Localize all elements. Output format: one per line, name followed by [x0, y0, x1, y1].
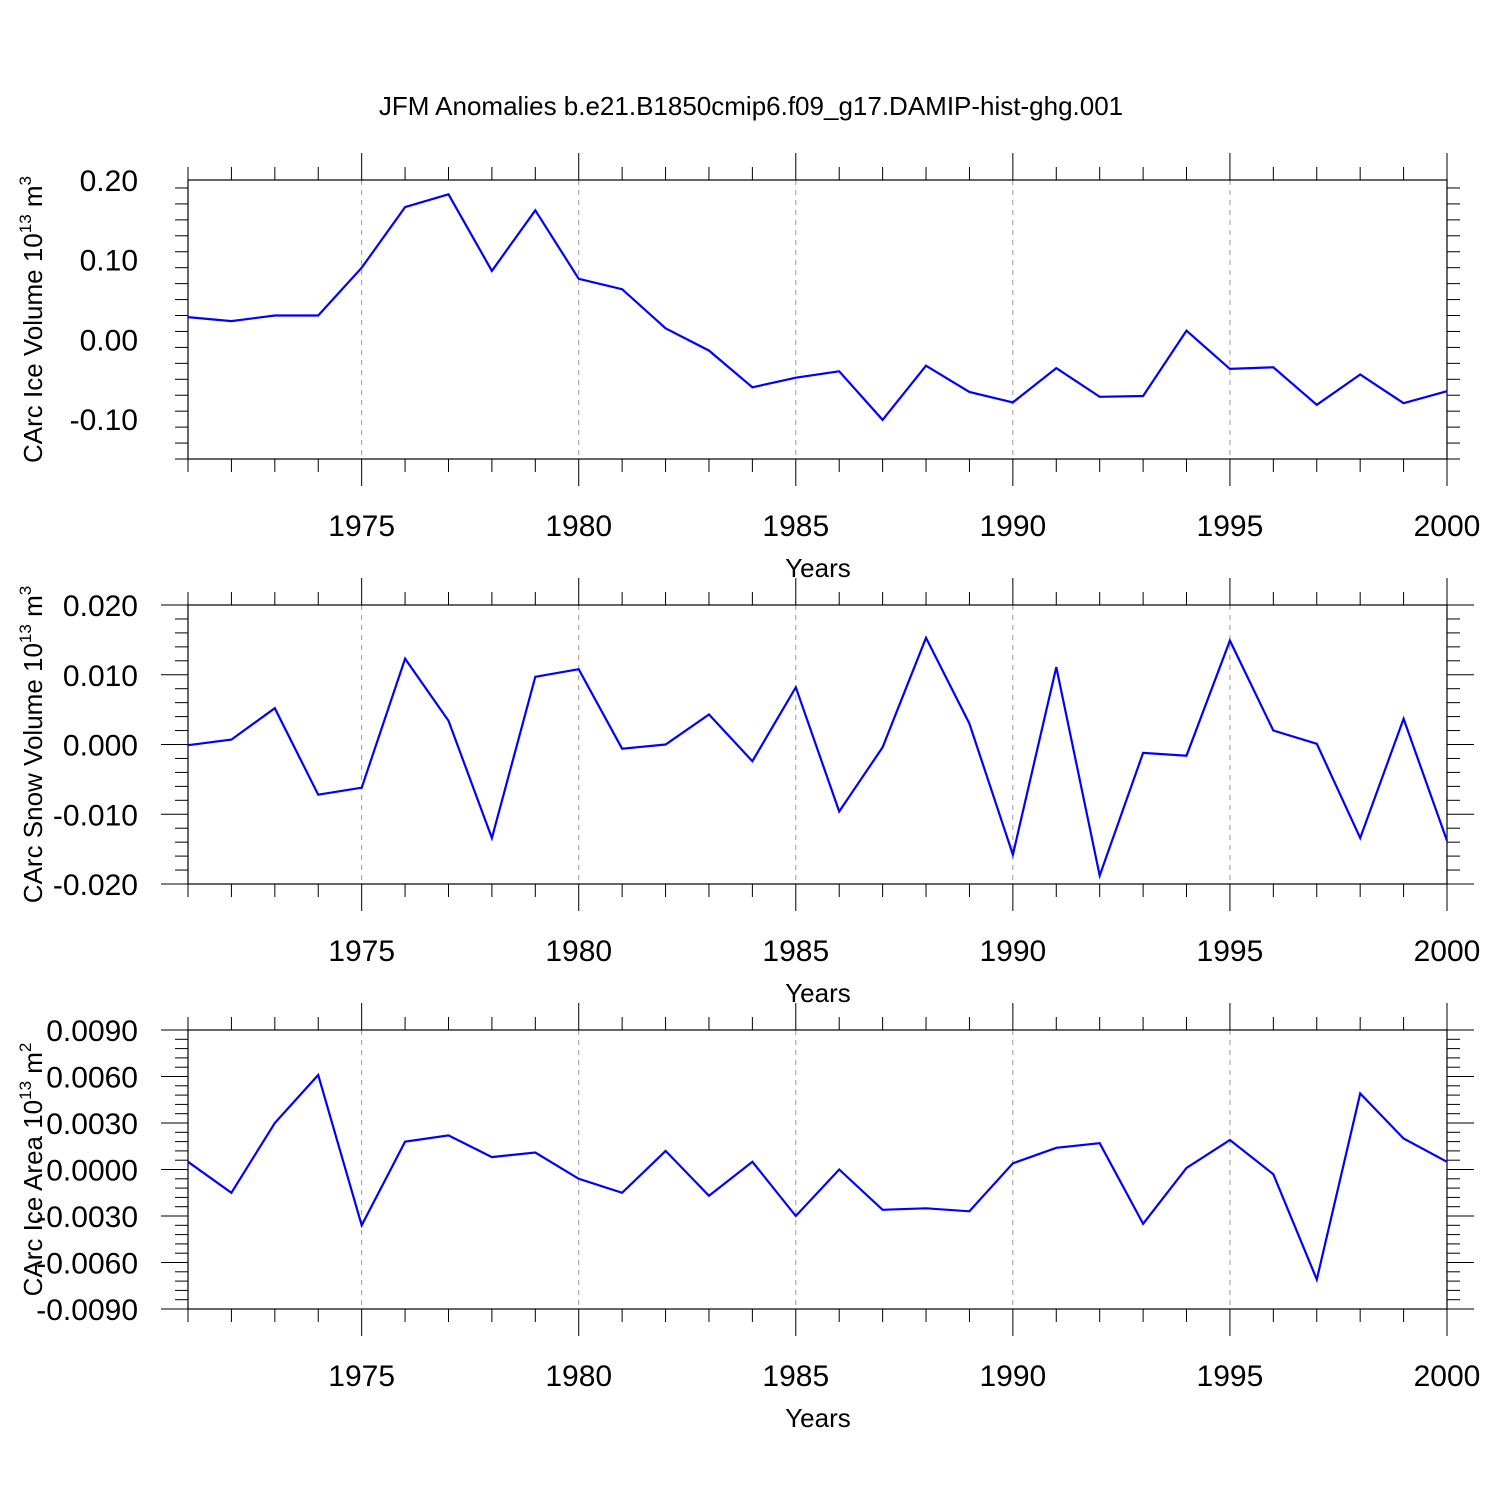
- data-series-line: [187, 192, 1448, 422]
- y-axis-label: CArc Ice Volume 1013 m3: [16, 176, 48, 463]
- x-tick-label: 1990: [979, 935, 1046, 968]
- y-tick-label: -0.020: [53, 869, 138, 902]
- y-tick-label: 0.0060: [46, 1062, 138, 1095]
- chart-panel-3: -0.0090 -0.0060 -0.0030 0.0000 0.0030 0.0060 0…: [16, 1003, 1480, 1433]
- x-tick-label: 2000: [1414, 935, 1481, 968]
- y-axis-label: CArc Ice Area 1013 m2: [16, 1043, 48, 1297]
- y-tick-label: 0.10: [80, 245, 138, 278]
- x-tick-label: 1995: [1197, 935, 1264, 968]
- x-tick-label: 1975: [328, 510, 395, 543]
- x-axis-label: Years: [785, 553, 851, 583]
- x-tick-label: 1990: [979, 1360, 1046, 1393]
- x-tick-label: 1980: [545, 1360, 612, 1393]
- data-series-line: [187, 635, 1449, 880]
- data-series-line: [187, 1072, 1448, 1284]
- y-tick-label: 0.0030: [46, 1108, 138, 1141]
- x-tick-label: 1980: [545, 510, 612, 543]
- plot-frame: [187, 179, 1448, 460]
- x-tick-label: 1990: [979, 510, 1046, 543]
- x-tick-label: 1995: [1197, 510, 1264, 543]
- y-tick-label: -0.0090: [36, 1294, 138, 1327]
- y-tick-label: -0.010: [53, 799, 138, 832]
- x-tick-label: 1995: [1197, 1360, 1264, 1393]
- figure-title: JFM Anomalies b.e21.B1850cmip6.f09_g17.D…: [379, 91, 1123, 121]
- y-tick-label: -0.10: [70, 404, 138, 437]
- x-axis-label: Years: [785, 978, 851, 1008]
- y-tick-label: 0.0090: [46, 1015, 138, 1048]
- y-tick-label: 0.010: [63, 660, 138, 693]
- y-tick-label: 0.00: [80, 324, 138, 357]
- x-tick-label: 1975: [328, 1360, 395, 1393]
- x-tick-label: 1980: [545, 935, 612, 968]
- y-tick-label: 0.20: [80, 165, 138, 198]
- y-tick-label: -0.0060: [36, 1248, 138, 1281]
- y-tick-label: 0.000: [63, 730, 138, 763]
- y-tick-label: 0.0000: [46, 1155, 138, 1188]
- x-tick-label: 1985: [762, 510, 829, 543]
- x-tick-label: 1975: [328, 935, 395, 968]
- x-tick-label: 1985: [762, 935, 829, 968]
- chart-panel-2: -0.020 -0.010 0.000 0.010 0.020 1975 1980 1985 1…: [16, 578, 1480, 1008]
- plot-frame: [187, 1029, 1448, 1310]
- x-axis-label: Years: [785, 1403, 851, 1433]
- x-tick-label: 2000: [1414, 510, 1481, 543]
- x-tick-label: 1985: [762, 1360, 829, 1393]
- chart-panel-1: -0.10 0.00 0.10 0.20 1975 1980 1985 1990 1995 200…: [16, 153, 1480, 583]
- y-tick-label: -0.0030: [36, 1201, 138, 1234]
- x-tick-label: 2000: [1414, 1360, 1481, 1393]
- y-tick-label: 0.020: [63, 590, 138, 623]
- y-axis-label: CArc Snow Volume 1013 m3: [16, 586, 48, 903]
